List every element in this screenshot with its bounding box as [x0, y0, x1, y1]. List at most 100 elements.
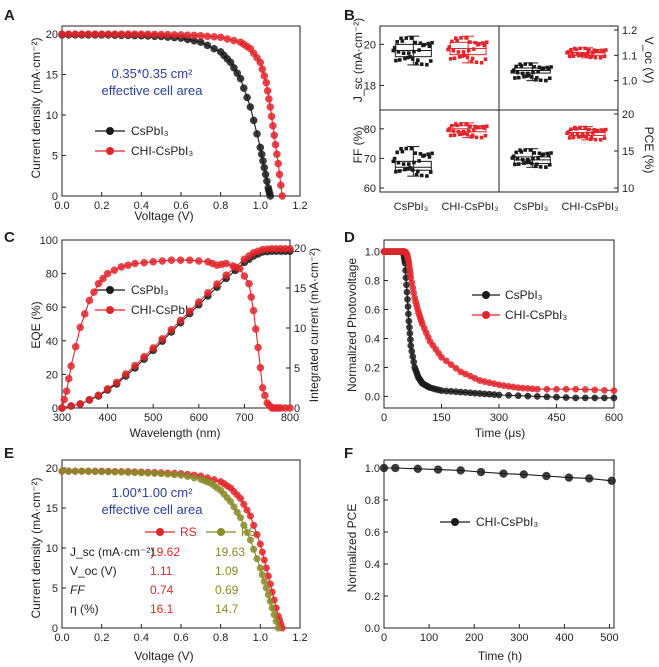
- panel-d-series-1-point: [581, 394, 589, 402]
- panel-a-series-1-point: [226, 58, 235, 67]
- panel-b-voc-point: [545, 65, 549, 70]
- panel-b-pce-point: [513, 162, 517, 167]
- panel-e-x-tick-label: 0.6: [173, 632, 188, 644]
- panel-d-x-tick-label: 0: [381, 412, 387, 424]
- panel-b-pce-point: [583, 125, 587, 130]
- panel-a-series-2-point: [177, 31, 185, 39]
- panel-b-pce-point: [522, 161, 526, 165]
- panel-b-pce-point: [567, 136, 572, 140]
- panel-b-voc-point: [574, 47, 578, 52]
- panel-e-legend: RS FS: [145, 525, 256, 539]
- panel-b-jsc-point: [452, 56, 457, 61]
- panel-a-series-2-point: [150, 30, 159, 39]
- panel-b-pce-point: [532, 151, 537, 155]
- panel-c-y-tick-label: 20: [46, 369, 58, 381]
- panel-f-series-1-point: [476, 467, 486, 477]
- panel-e-series-2-point: [230, 503, 238, 511]
- panel-d-series-2-point: [601, 386, 608, 394]
- panel-e-label: E: [4, 445, 14, 462]
- panel-b-ff-point: [481, 124, 485, 129]
- panel-b-voc-point: [533, 77, 538, 82]
- panel-c-y2-tick-label: 20: [294, 243, 306, 255]
- panel-d-legend-cspbi3: CsPbI₃: [505, 288, 543, 302]
- panel-b-voc-point: [603, 48, 608, 52]
- panel-a-series-2-point: [269, 122, 277, 130]
- panel-f-y-tick-label: 0.2: [365, 591, 380, 603]
- panel-b-voc-point: [523, 62, 528, 66]
- panel-e-series-2-point: [124, 468, 132, 476]
- panel-e-series-2-point: [71, 467, 79, 475]
- panel-e-series-2-point: [137, 469, 145, 477]
- panel-e-fs-voc: 1.09: [215, 564, 239, 578]
- panel-d-y-tick-label: 0.6: [365, 305, 380, 317]
- panel-d-series-2-point: [610, 387, 618, 394]
- panel-c-series-2-point: [117, 263, 126, 271]
- panel-f-x-tick-label: 500: [600, 632, 618, 644]
- panel-b-pce-point: [603, 127, 608, 132]
- panel-d-series-1-point: [591, 394, 599, 402]
- panel-b-pce-point: [547, 162, 552, 167]
- panel-a-series-1-point: [236, 74, 245, 83]
- panel-a-series-1-point: [253, 130, 261, 138]
- panel-a-series-2-point: [260, 72, 269, 80]
- panel-f-series-1-point: [564, 473, 574, 482]
- panel-a-series-2-point: [258, 65, 267, 73]
- panel-e-row-label-jsc: J_sc (mA·cm⁻²): [70, 545, 154, 559]
- panel-b-voc-point: [522, 74, 526, 79]
- panel-b-ff-point: [456, 129, 461, 134]
- panel-b-jsc-point: [418, 41, 423, 46]
- panel-c-plot-frame: [61, 239, 291, 409]
- panel-c-series-2-point: [286, 404, 294, 412]
- panel-b-jsc-point: [397, 58, 402, 62]
- panel-b-voc-point: [579, 53, 584, 58]
- panel-c-series-2-point: [149, 258, 157, 266]
- panel-f-x-tick-label: 300: [510, 632, 528, 644]
- panel-b-ff-point: [430, 151, 434, 156]
- panel-b-ff-label: FF (%): [351, 127, 365, 164]
- panel-c-y2-tick-label: 15: [294, 283, 306, 295]
- panel-e-series-2-point: [260, 577, 268, 585]
- panel-b-voc-point: [515, 70, 520, 75]
- panel-b-jsc-point: [463, 53, 467, 58]
- panel-f-series-1-point: [379, 463, 389, 473]
- panel-c-y-tick-label: 40: [46, 336, 58, 348]
- panel-c-y2-tick-label: 5: [294, 363, 300, 375]
- panel-c-y2-tick-label: 0: [294, 403, 300, 415]
- panel-f-y-tick-label: 0.0: [365, 623, 380, 635]
- panel-b-jsc-point: [461, 50, 466, 54]
- panel-d-y-tick-label: 1.0: [365, 247, 380, 259]
- panel-b-jsc-point: [395, 40, 399, 44]
- panel-b-pce-point: [528, 148, 533, 152]
- panel-e-rs-voc: 1.11: [150, 564, 173, 578]
- panel-b-ff-point: [451, 129, 456, 133]
- panel-c-series-3-point: [85, 395, 94, 404]
- panel-b-ff-point: [470, 133, 475, 138]
- panel-f-series-1-point: [607, 476, 616, 485]
- panel-c-series-3-point: [103, 385, 112, 393]
- panel-d-series-2-point: [553, 385, 560, 393]
- panel-d-y-tick-label: 0.2: [365, 362, 380, 374]
- panel-c-series-2-point: [256, 363, 265, 372]
- panel-f-series-1-point: [519, 470, 528, 479]
- panel-d-series-1-point: [505, 391, 512, 399]
- panel-c-series-2-point: [99, 274, 107, 283]
- panel-f-series-1-point: [413, 464, 422, 473]
- panel-a-series-1-point: [249, 116, 258, 125]
- panel-e-x-tick-label: 1.0: [253, 632, 268, 644]
- panel-b-voc-point: [549, 65, 553, 69]
- panel-b-ff-point: [418, 152, 423, 156]
- panel-b-voc-point: [516, 75, 521, 80]
- panel-f-y-tick-label: 0.6: [365, 527, 380, 539]
- panel-a-series-2-point: [91, 30, 99, 38]
- panel-b-ff-point: [419, 173, 424, 178]
- panel-e-series-2-point: [104, 468, 112, 476]
- panel-c-x-axis-label: Wavelength (nm): [130, 426, 221, 440]
- panel-b-pce-point: [589, 135, 594, 140]
- panel-e-series-2-point: [144, 469, 152, 477]
- panel-b-ff-point: [472, 128, 476, 132]
- panel-b-jsc-tick-label: 20: [364, 39, 376, 51]
- panel-b-ff-point: [395, 150, 399, 155]
- panel-a-area-line1: 0.35*0.35 cm²: [112, 66, 194, 81]
- panel-b-ff-point: [473, 124, 477, 129]
- panel-e-series-2-point: [272, 617, 280, 625]
